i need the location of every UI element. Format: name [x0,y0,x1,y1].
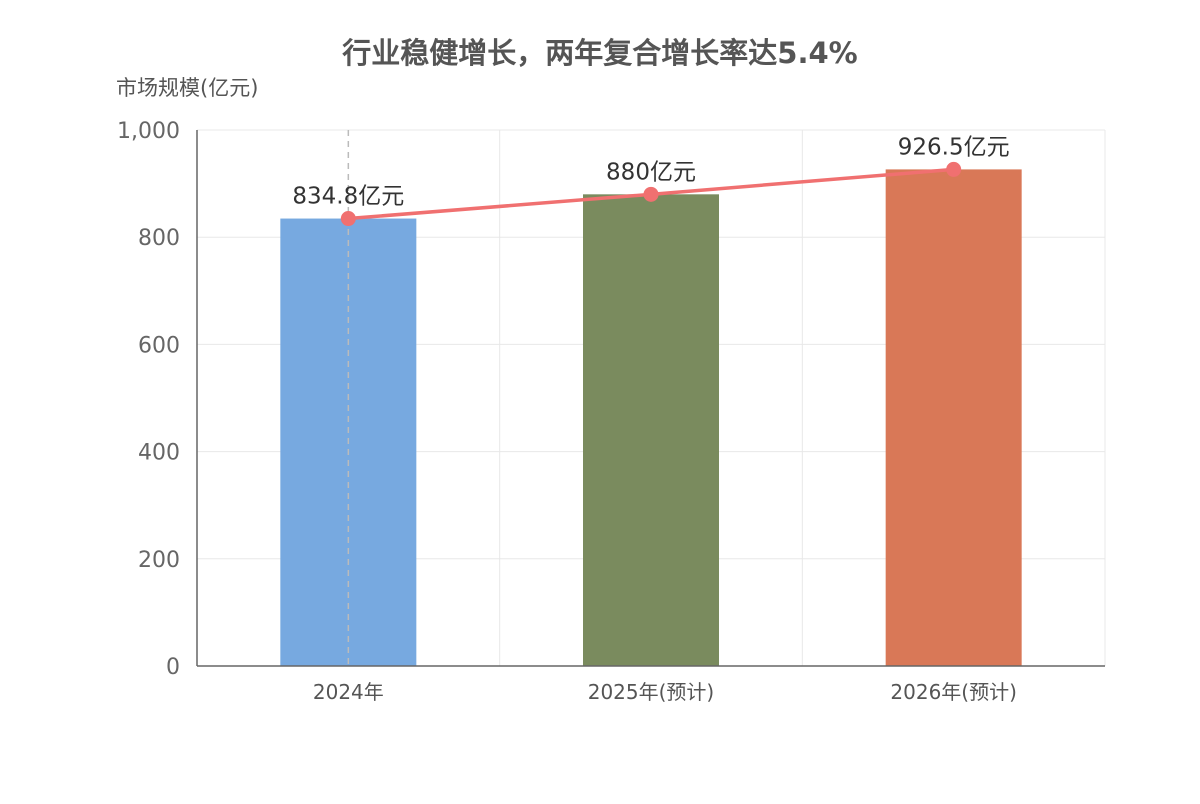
chart-title: 行业稳健增长，两年复合增长率达5.4% [341,36,857,70]
y-tick-label: 1,000 [117,119,180,144]
line-point [946,161,962,177]
x-tick-label: 2025年(预计) [588,680,715,704]
bars-layer [280,169,1022,667]
labels-layer: 834.8亿元 880亿元 926.5亿元 [292,134,1009,209]
data-label: 834.8亿元 [292,184,404,210]
x-tick-label: 2024年 [313,680,384,704]
data-label: 880亿元 [606,159,696,185]
line-point [643,186,659,202]
line-point [340,211,356,227]
y-tick-label: 200 [138,548,180,573]
y-tick-label: 600 [138,333,180,358]
y-tick-label: 0 [166,655,180,680]
x-tick-label: 2026年(预计) [890,680,1017,704]
y-tick-label: 400 [138,441,180,466]
bar [885,169,1022,666]
data-label: 926.5亿元 [898,134,1010,160]
y-axis-label: 市场规模(亿元) [116,76,258,100]
y-tick-label: 800 [138,226,180,251]
line-layer [340,130,962,666]
bar [583,194,719,666]
axes-layer: 0 200 400 600 800 1,000 2024年 2025年(预计) 2026年(预计… [117,119,1105,704]
